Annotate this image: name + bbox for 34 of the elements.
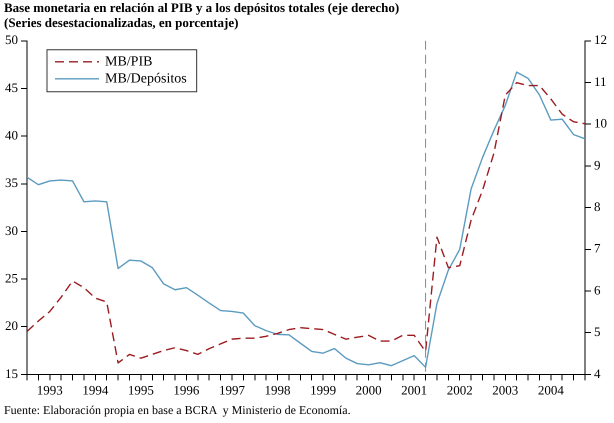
y-tick-label: 20 [5, 318, 18, 334]
chart-subtitle: (Series desestacionalizadas, en porcentaje) [4, 15, 238, 31]
y2-tick-label: 8 [594, 199, 600, 214]
y2-tick-label: 4 [594, 366, 601, 381]
y2-tick-label: 11 [594, 74, 607, 89]
y-tick-label: 50 [5, 32, 18, 48]
y-tick-label: 35 [5, 175, 18, 190]
x-tick-label: 2001 [401, 382, 428, 398]
x-tick-label: 2004 [538, 382, 564, 398]
y2-tick-label: 5 [594, 324, 600, 340]
x-tick-label: 1996 [173, 382, 200, 398]
y2-tick-label: 10 [594, 116, 607, 131]
x-tick-label: 2002 [446, 382, 473, 398]
y-tick-label: 40 [5, 128, 18, 143]
x-tick-label: 2003 [492, 382, 518, 398]
y2-tick-label: 9 [594, 157, 600, 172]
chart-title: Base monetaria en relación al PIB y a los depósitos totales (eje derecho) [4, 0, 400, 16]
x-tick-label: 1997 [218, 382, 246, 398]
y-tick-label: 25 [5, 270, 18, 286]
x-tick-label: 1999 [310, 382, 336, 398]
y-tick-label: 30 [5, 222, 18, 238]
x-tick-label: 1995 [128, 382, 154, 398]
y2-tick-label: 6 [594, 282, 601, 298]
legend-label: MB/Depósitos [105, 71, 187, 86]
x-tick-label: 1993 [36, 382, 63, 398]
y-tick-label: 45 [5, 80, 18, 95]
y2-tick-label: 7 [594, 240, 601, 256]
x-tick-label: 2000 [356, 382, 382, 398]
y-tick-label: 15 [5, 366, 18, 381]
x-tick-label: 1998 [264, 382, 291, 398]
y2-tick-label: 12 [594, 32, 607, 48]
source-note: Fuente: Elaboración propia en base a BCRA y Ministerio de Economía. [4, 403, 351, 418]
x-tick-label: 1994 [82, 382, 109, 398]
legend-label: MB/PIB [105, 54, 152, 70]
